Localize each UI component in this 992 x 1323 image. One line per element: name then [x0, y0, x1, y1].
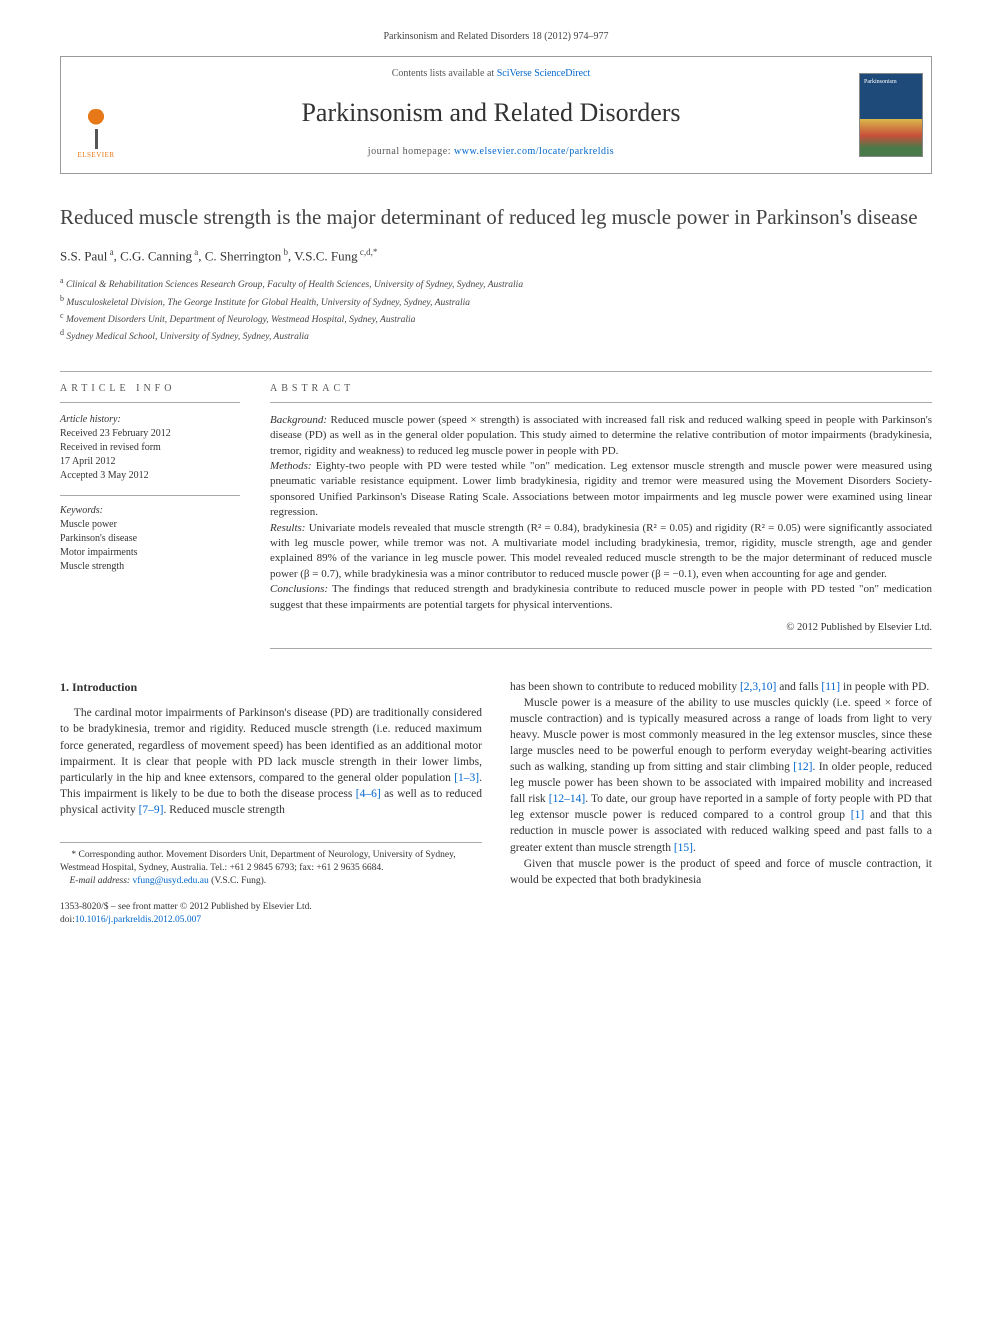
journal-homepage-line: journal homepage: www.elsevier.com/locat… — [131, 145, 851, 159]
affiliation-line: a Clinical & Rehabilitation Sciences Res… — [60, 275, 932, 292]
section-number: 1. — [60, 680, 69, 694]
article-title: Reduced muscle strength is the major det… — [60, 204, 932, 231]
ref-link-4-6[interactable]: [4–6] — [356, 788, 381, 800]
history-line: Received 23 February 2012 — [60, 427, 240, 441]
history-line: 17 April 2012 — [60, 455, 240, 469]
abstract-body: Background: Reduced muscle power (speed … — [270, 413, 932, 649]
history-line: Received in revised form — [60, 441, 240, 455]
corr-author-text: * Corresponding author. Movement Disorde… — [60, 849, 482, 875]
journal-header-box: ELSEVIER Contents lists available at Sci… — [60, 56, 932, 174]
elsevier-tree-icon — [76, 109, 116, 149]
ref-link-1[interactable]: [1] — [851, 809, 864, 821]
abstract-heading: ABSTRACT — [270, 372, 932, 403]
ref-link-1-3[interactable]: [1–3] — [454, 772, 479, 784]
cover-thumb-col — [851, 57, 931, 173]
front-matter-line: 1353-8020/$ – see front matter © 2012 Pu… — [60, 901, 482, 914]
doi-link[interactable]: 10.1016/j.parkreldis.2012.05.007 — [75, 915, 201, 925]
keywords-block: Keywords: Muscle powerParkinson's diseas… — [60, 495, 240, 574]
history-line: Accepted 3 May 2012 — [60, 469, 240, 483]
abstract-col: ABSTRACT Background: Reduced muscle powe… — [270, 372, 932, 649]
abstract-results-label: Results: — [270, 522, 305, 534]
abstract-background-text: Reduced muscle power (speed × strength) … — [270, 414, 932, 457]
journal-cover-thumbnail[interactable] — [859, 73, 923, 157]
intro-para-1-cont: has been shown to contribute to reduced … — [510, 679, 932, 695]
sciencedirect-link[interactable]: SciVerse ScienceDirect — [497, 68, 591, 79]
elsevier-logo[interactable]: ELSEVIER — [69, 105, 123, 165]
keywords-label: Keywords: — [60, 504, 240, 518]
citation-line: Parkinsonism and Related Disorders 18 (2… — [60, 30, 932, 44]
homepage-prefix: journal homepage: — [368, 146, 454, 157]
ref-link-12[interactable]: [12] — [793, 761, 812, 773]
body-col-right: has been shown to contribute to reduced … — [510, 679, 932, 928]
abstract-methods-text: Eighty-two people with PD were tested wh… — [270, 460, 932, 518]
intro-para-3: Given that muscle power is the product o… — [510, 856, 932, 888]
affiliation-line: d Sydney Medical School, University of S… — [60, 327, 932, 344]
journal-name: Parkinsonism and Related Disorders — [131, 95, 851, 131]
body-col-left: 1. Introduction The cardinal motor impai… — [60, 679, 482, 928]
affiliation-line: c Movement Disorders Unit, Department of… — [60, 310, 932, 327]
publisher-name: ELSEVIER — [77, 151, 114, 161]
doi-line: doi:10.1016/j.parkreldis.2012.05.007 — [60, 914, 482, 927]
abstract-conclusions-label: Conclusions: — [270, 583, 328, 595]
footer-meta: 1353-8020/$ – see front matter © 2012 Pu… — [60, 901, 482, 927]
corresponding-author-footnote: * Corresponding author. Movement Disorde… — [60, 842, 482, 887]
keyword-item: Muscle strength — [60, 560, 240, 574]
ref-link-7-9[interactable]: [7–9] — [139, 804, 164, 816]
keyword-item: Parkinson's disease — [60, 532, 240, 546]
intro-para-2: Muscle power is a measure of the ability… — [510, 695, 932, 856]
abstract-copyright: © 2012 Published by Elsevier Ltd. — [270, 621, 932, 636]
contents-prefix: Contents lists available at — [392, 68, 497, 79]
abstract-methods-label: Methods: — [270, 460, 312, 472]
info-abstract-row: ARTICLE INFO Article history: Received 2… — [60, 371, 932, 649]
authors-line: S.S. Paul a, C.G. Canning a, C. Sherring… — [60, 246, 932, 266]
affiliations-block: a Clinical & Rehabilitation Sciences Res… — [60, 275, 932, 345]
ref-link-11[interactable]: [11] — [821, 681, 840, 693]
keyword-item: Muscle power — [60, 518, 240, 532]
article-info-col: ARTICLE INFO Article history: Received 2… — [60, 372, 240, 649]
article-history-block: Article history: Received 23 February 20… — [60, 413, 240, 483]
body-columns: 1. Introduction The cardinal motor impai… — [60, 679, 932, 928]
ref-link-2-3-10[interactable]: [2,3,10] — [740, 681, 776, 693]
journal-homepage-link[interactable]: www.elsevier.com/locate/parkreldis — [454, 146, 614, 157]
abstract-results-text: Univariate models revealed that muscle s… — [270, 522, 932, 580]
history-label: Article history: — [60, 413, 240, 427]
email-label: E-mail address: — [70, 876, 133, 886]
intro-para-1: The cardinal motor impairments of Parkin… — [60, 705, 482, 818]
ref-link-12-14[interactable]: [12–14] — [549, 793, 585, 805]
contents-available-line: Contents lists available at SciVerse Sci… — [131, 67, 851, 81]
article-info-heading: ARTICLE INFO — [60, 372, 240, 403]
section-heading-intro: 1. Introduction — [60, 679, 482, 696]
corr-email-link[interactable]: vfung@usyd.edu.au — [132, 876, 208, 886]
publisher-logo-col: ELSEVIER — [61, 57, 131, 173]
abstract-conclusions-text: The findings that reduced strength and b… — [270, 583, 932, 610]
abstract-background-label: Background: — [270, 414, 327, 426]
email-suffix: (V.S.C. Fung). — [209, 876, 266, 886]
section-title: Introduction — [72, 680, 137, 694]
ref-link-15[interactable]: [15] — [674, 842, 693, 854]
keyword-item: Motor impairments — [60, 546, 240, 560]
affiliation-line: b Musculoskeletal Division, The George I… — [60, 293, 932, 310]
corr-email-line: E-mail address: vfung@usyd.edu.au (V.S.C… — [60, 875, 482, 888]
